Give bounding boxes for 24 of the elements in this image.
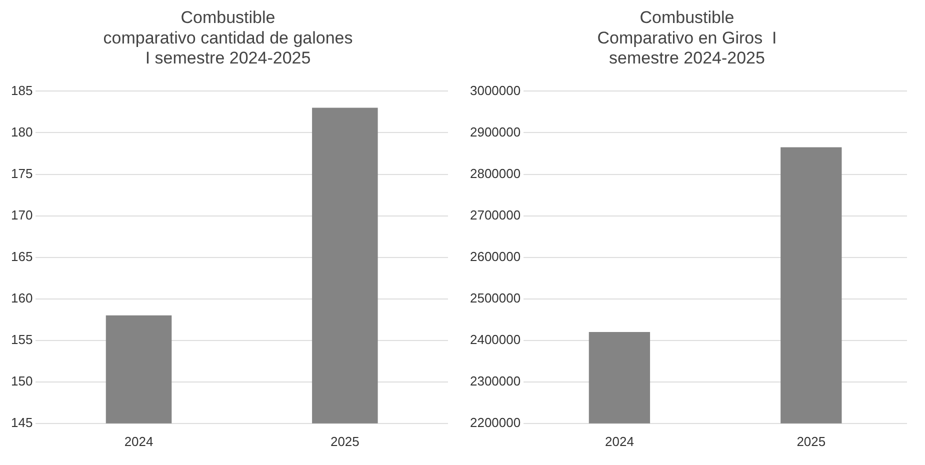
y-tick-label: 165 bbox=[10, 248, 33, 264]
y-tick-label: 2300000 bbox=[470, 373, 521, 388]
x-tick-label: 2024 bbox=[604, 434, 634, 449]
y-tick-label: 2800000 bbox=[470, 166, 521, 181]
chart-title: Combustible comparativo cantidad de galones I semestre 2024-2025 bbox=[103, 8, 353, 68]
chart-title: Combustible Comparativo en Giros I semestre 2024-2025 bbox=[597, 8, 777, 68]
y-tick-label: 2200000 bbox=[470, 414, 521, 430]
y-tick-label: 2600000 bbox=[470, 248, 521, 264]
y-tick-label: 175 bbox=[10, 166, 33, 181]
y-tick-label: 160 bbox=[10, 290, 33, 306]
y-tick-label: 3000000 bbox=[470, 82, 521, 98]
x-tick-label: 2025 bbox=[796, 434, 826, 449]
x-tick-label: 2025 bbox=[330, 434, 360, 449]
y-tick-label: 2900000 bbox=[470, 124, 521, 140]
y-tick-label: 2400000 bbox=[470, 332, 521, 347]
y-tick-label: 2700000 bbox=[470, 207, 521, 222]
y-tick-label: 180 bbox=[10, 124, 33, 140]
y-tick-label: 145 bbox=[10, 414, 33, 430]
y-tick-label: 185 bbox=[10, 82, 33, 98]
y-tick-label: 170 bbox=[10, 207, 33, 222]
y-tick-label: 150 bbox=[10, 373, 33, 388]
y-tick-label: 155 bbox=[10, 332, 33, 347]
y-tick-label: 2500000 bbox=[470, 290, 521, 306]
x-tick-label: 2024 bbox=[124, 434, 154, 449]
